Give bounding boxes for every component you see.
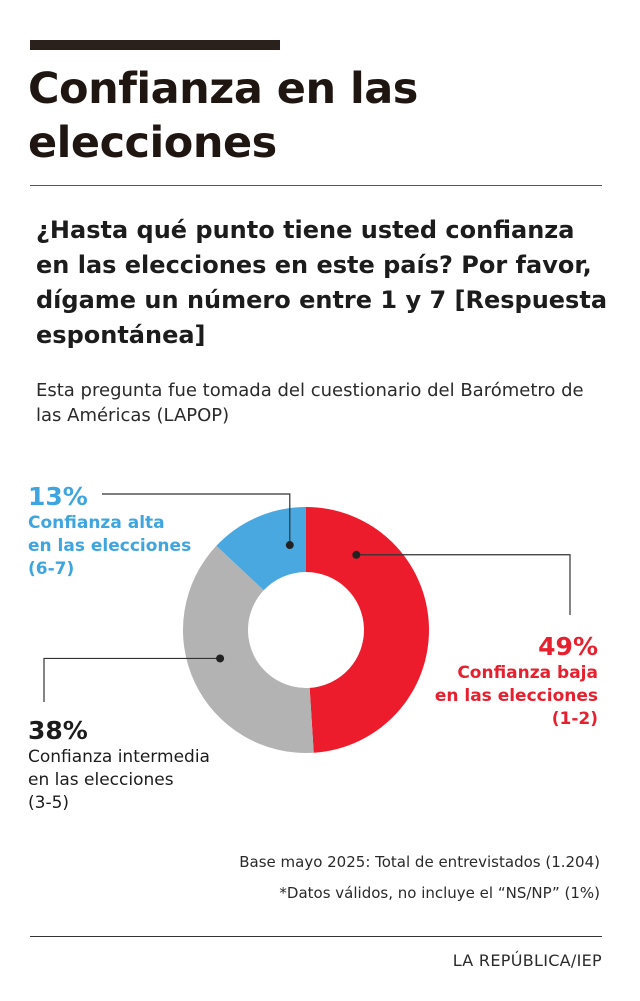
label-low-confidence: 49% Confianza baja en las elecciones (1-… — [435, 632, 598, 731]
title-divider — [30, 185, 602, 186]
label-high-desc: Confianza alta en las elecciones (6-7) — [28, 513, 192, 579]
label-high-confidence: 13% Confianza alta en las elecciones (6-… — [28, 482, 191, 581]
leader-high-confidence — [102, 493, 291, 546]
label-mid-desc: Confianza intermedia en las elecciones (… — [28, 747, 210, 813]
leader-dot-high — [285, 541, 294, 550]
survey-question: ¿Hasta qué punto tiene usted confianza e… — [36, 216, 608, 349]
label-low-desc: Confianza baja en las elecciones (1-2) — [434, 663, 598, 729]
slice-high-confidence — [216, 507, 306, 591]
footnote-valid-data: *Datos válidos, no incluye el “NS/NP” (1… — [279, 884, 600, 902]
label-low-value: 49% — [538, 632, 598, 661]
slice-low-confidence — [306, 507, 430, 753]
label-high-value: 13% — [28, 482, 88, 511]
source-credit: LA REPÚBLICA/IEP — [452, 951, 602, 970]
label-mid-value: 38% — [28, 716, 88, 745]
footer-divider — [30, 936, 602, 937]
slice-mid-confidence — [183, 545, 314, 753]
page-title: Confianza en las elecciones — [28, 64, 418, 168]
donut-chart — [43, 493, 571, 753]
footnote-base: Base mayo 2025: Total de entrevistados (… — [239, 853, 600, 871]
leader-mid-confidence — [43, 657, 221, 702]
leader-low-confidence — [356, 554, 571, 615]
leader-dot-mid — [216, 654, 225, 663]
header-accent-bar — [30, 40, 280, 50]
leader-dot-low — [352, 550, 361, 559]
label-mid-confidence: 38% Confianza intermedia en las eleccion… — [28, 716, 210, 815]
source-note: Esta pregunta fue tomada del cuestionari… — [36, 380, 584, 426]
